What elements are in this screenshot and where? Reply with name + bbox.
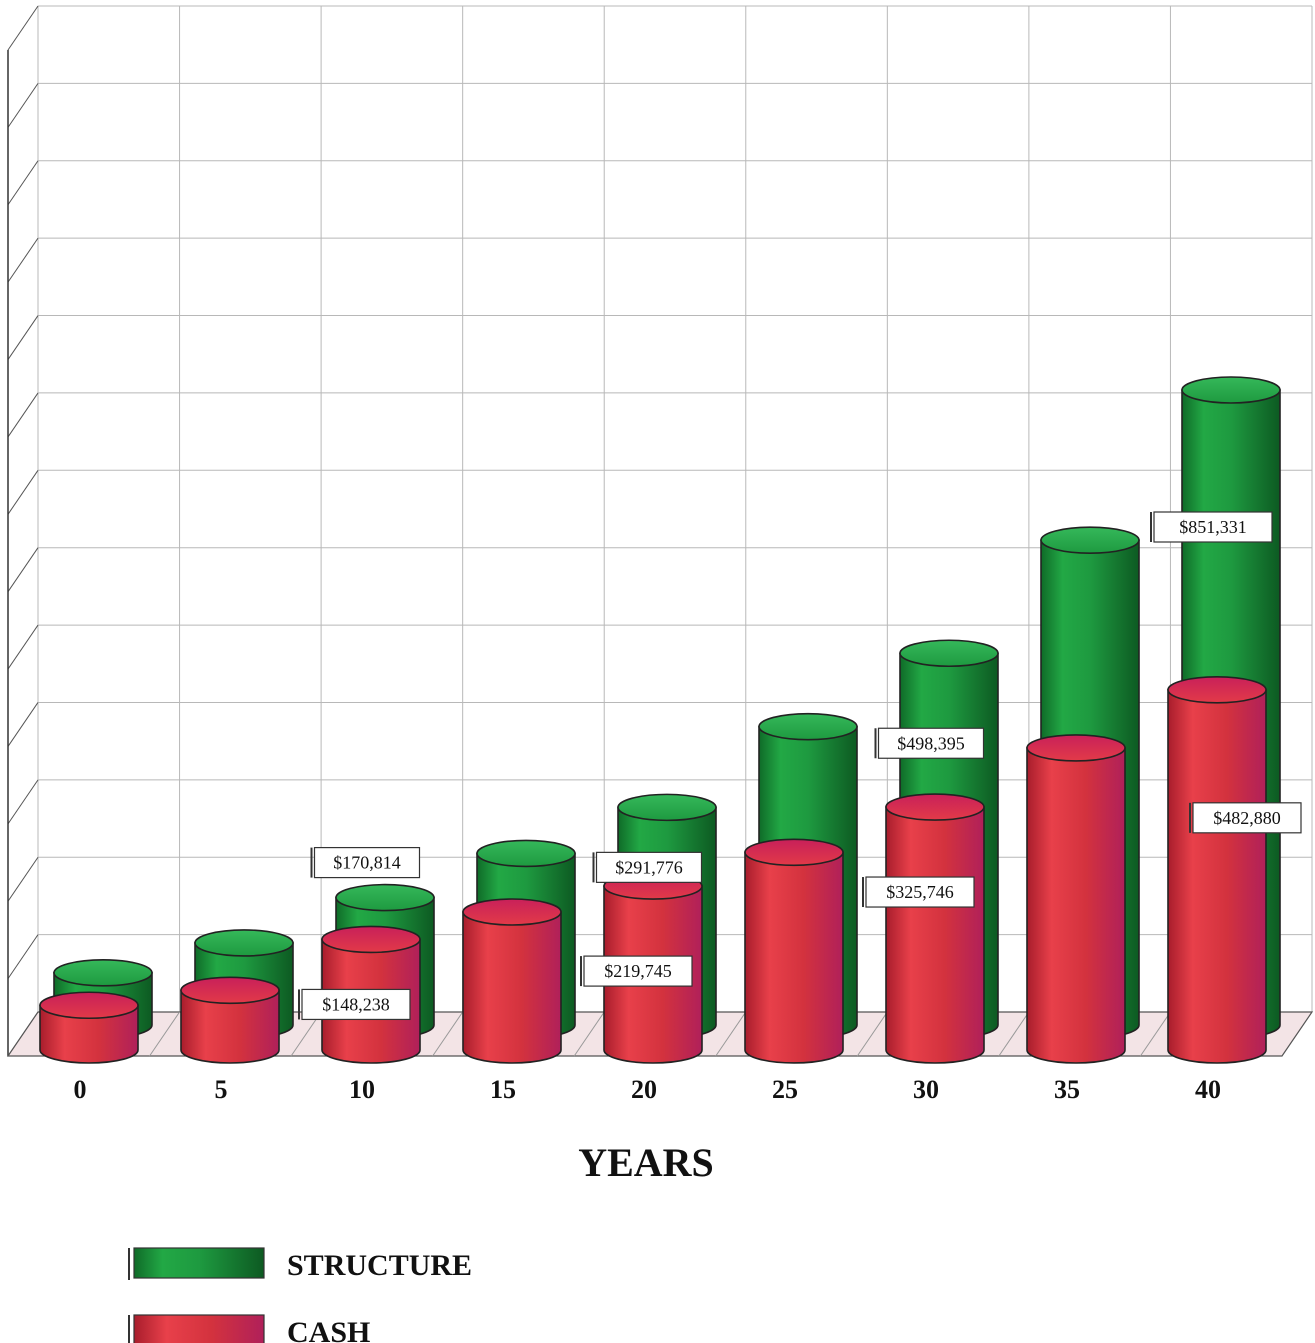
side-wall-line	[7, 547, 39, 592]
floor-line	[715, 1011, 747, 1057]
label-cash-40-text: $482,880	[1213, 808, 1281, 828]
side-wall-line	[7, 160, 39, 206]
x-tick-40: 40	[1195, 1075, 1221, 1104]
bar-cash-40	[1167, 676, 1267, 1064]
side-wall-line	[7, 856, 39, 902]
side-wall-line	[7, 702, 39, 747]
side-wall-line	[7, 779, 39, 825]
legend-label: STRUCTURE	[287, 1249, 472, 1282]
legend-swatch	[133, 1247, 265, 1279]
x-tick-20: 20	[631, 1075, 657, 1104]
label-structure-30: $498,395	[874, 727, 985, 759]
bar-cash-5	[180, 976, 280, 1064]
floor-line	[573, 1011, 605, 1057]
legend-swatch	[133, 1314, 265, 1343]
label-cash-20: $219,745	[580, 955, 693, 987]
label-structure-10-text: $170,814	[333, 853, 401, 873]
x-tick-5: 5	[215, 1075, 228, 1104]
label-cash-10-text: $148,238	[322, 994, 390, 1014]
floor-line	[149, 1011, 180, 1057]
side-wall-line	[7, 237, 39, 283]
label-structure-30-text: $498,395	[897, 733, 965, 753]
floor-line	[998, 1011, 1030, 1057]
label-structure-40-text: $851,331	[1179, 517, 1247, 537]
legend-label: CASH	[287, 1316, 370, 1343]
legend-item-structure: STRUCTURE	[128, 1247, 472, 1282]
label-structure-10: $170,814	[310, 846, 421, 879]
x-tick-25: 25	[772, 1075, 798, 1104]
bar-cash-30	[885, 793, 985, 1064]
side-wall-line	[7, 315, 39, 360]
label-cash-30: $325,746	[862, 876, 975, 908]
bar-cash-25	[744, 838, 844, 1064]
x-tick-30: 30	[913, 1075, 939, 1104]
x-tick-35: 35	[1054, 1075, 1080, 1104]
x-tick-labels: 0 5 10 15 20 25 30 35 40	[74, 1075, 1222, 1104]
label-structure-20-text: $291,776	[615, 857, 683, 877]
label-cash-20-text: $219,745	[604, 961, 672, 981]
side-wall-line	[7, 470, 39, 515]
label-structure-20: $291,776	[592, 851, 703, 883]
floor-line	[1140, 1011, 1171, 1057]
side-wall-line	[7, 83, 39, 128]
label-structure-40: $851,331	[1150, 511, 1273, 543]
x-axis-title: YEARS	[578, 1140, 714, 1185]
floor-line	[432, 1011, 464, 1057]
legend: STRUCTURE CASH	[128, 1247, 472, 1343]
label-cash-10: $148,238	[298, 988, 411, 1021]
legend-item-cash: CASH	[128, 1314, 370, 1343]
side-wall-line	[7, 624, 39, 670]
value-labels: $170,814 $148,238 $291,776 $219,745 $498,395…	[298, 511, 1302, 1021]
x-tick-0: 0	[74, 1075, 87, 1104]
floor-line	[856, 1011, 888, 1057]
side-wall-line	[7, 934, 39, 979]
bar-cash-15	[462, 898, 562, 1064]
bar-cash-35	[1026, 734, 1126, 1064]
bar-cash-0	[39, 991, 139, 1064]
x-tick-15: 15	[490, 1075, 516, 1104]
label-cash-30-text: $325,746	[886, 882, 954, 902]
side-wall-line	[7, 392, 39, 438]
side-wall-line	[7, 5, 39, 51]
label-cash-40: $482,880	[1189, 802, 1302, 834]
x-tick-10: 10	[349, 1075, 375, 1104]
